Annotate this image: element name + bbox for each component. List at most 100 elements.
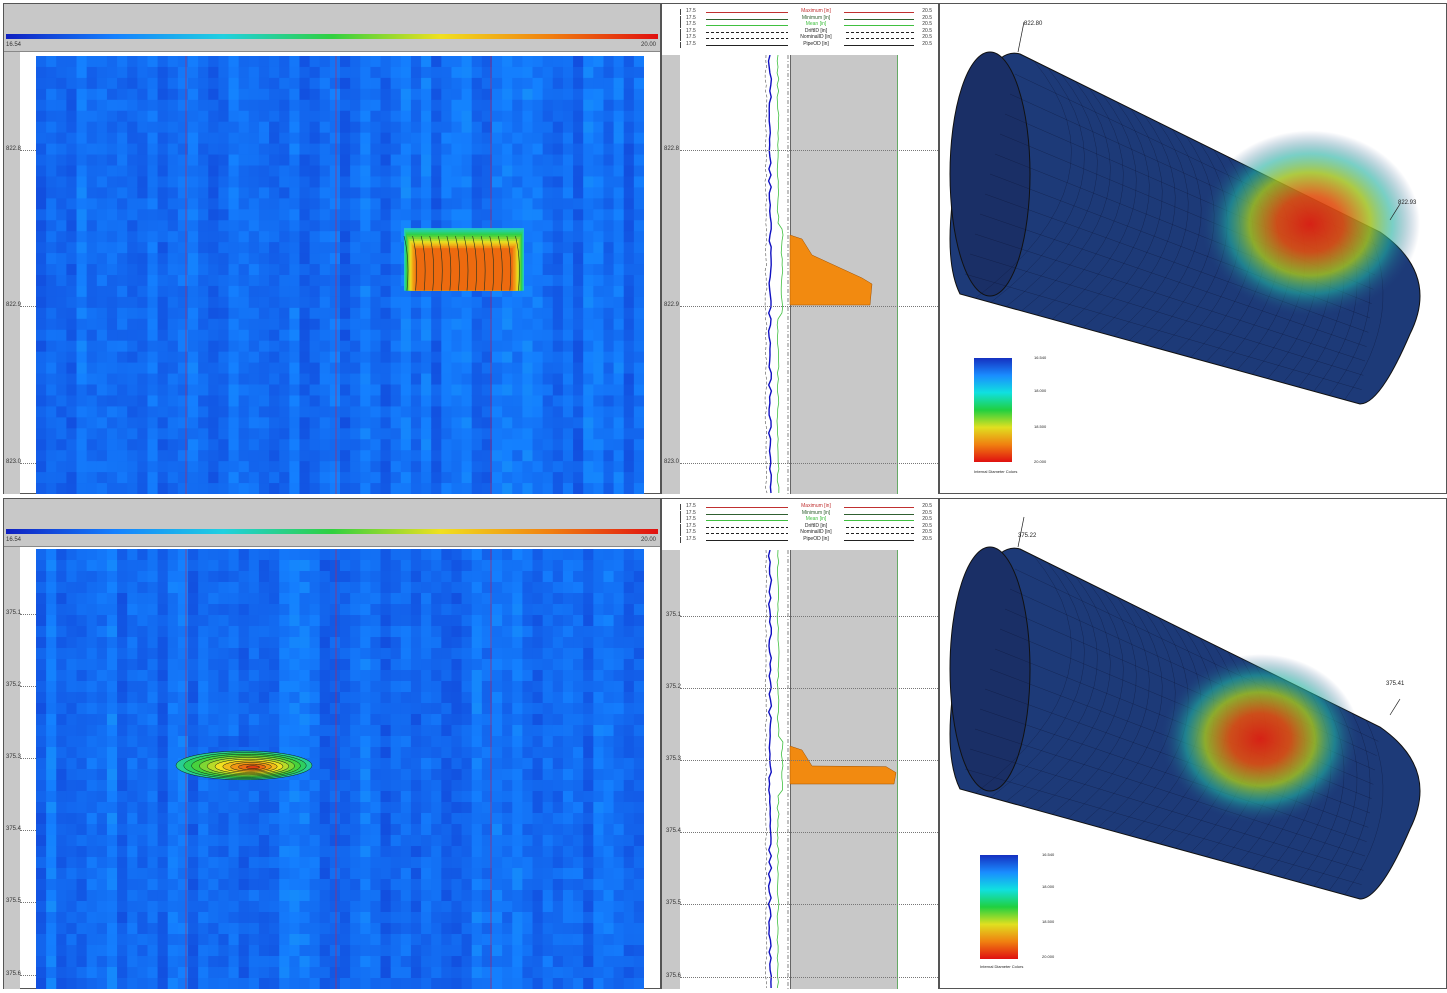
heatmap-cell [158,747,169,759]
heatmap-cell [512,758,523,770]
heatmap-cell [178,582,189,594]
heatmap-cell [289,308,300,320]
heatmap-cell [603,330,614,342]
heatmap-cell [360,978,371,989]
heatmap-cell [279,923,290,935]
heatmap-cell [370,461,381,473]
heatmap-cell [421,439,432,451]
heatmap-cell [502,912,513,924]
heatmap-cell [137,670,148,682]
heatmap-cell [573,692,584,704]
heatmap-cell [522,319,533,331]
heatmap-cell [117,187,128,199]
heatmap-cell [370,231,381,243]
heatmap-cell [107,166,118,178]
heatmap-cell [239,571,250,583]
heatmap-cell [66,56,77,68]
heatmap-cell [421,166,432,178]
heatmap-cell [411,56,422,68]
heatmap-cell [289,725,300,737]
heatmap-cell [512,978,523,989]
heatmap-cell [391,879,402,891]
heatmap-cell [299,912,310,924]
heatmap-cell [634,176,644,188]
heatmap-cell [46,648,57,660]
heatmap-cell [97,978,108,989]
heatmap-cell [158,549,169,561]
heatmap-cell [472,176,483,188]
heatmap-cell [603,758,614,770]
heatmap-cell [310,253,321,265]
heatmap-cell [208,67,219,79]
heatmap-cell [624,923,635,935]
heatmap-cell [624,725,635,737]
heatmap-cell [178,78,189,90]
heatmap-cell [178,111,189,123]
heatmap-cell [66,111,77,123]
heatmap-cell [401,813,412,825]
heatmap-cell [310,406,321,418]
heatmap-cell [360,615,371,627]
heatmap-cell [391,923,402,935]
heatmap-cell [624,395,635,407]
heatmap-cell [229,56,240,68]
heatmap-cell [553,923,564,935]
heatmap-cell [563,692,574,704]
heatmap-cell [492,417,503,429]
heatmap-cell [77,582,88,594]
heatmap-cell [198,681,209,693]
heatmap-cell [593,560,604,572]
heatmap-cell [573,319,584,331]
heatmap-cell [593,956,604,968]
heatmap-cell [543,967,554,979]
heatmap-cell [583,648,594,660]
heatmap-cell [411,155,422,167]
heatmap-cell [320,560,331,572]
heatmap-cell [522,890,533,902]
heatmap-cell [543,450,554,462]
heatmap-cell [553,714,564,726]
heatmap-cell [553,122,564,134]
heatmap-cell [603,242,614,254]
heatmap-cell [421,144,432,156]
heatmap-cell [370,978,381,989]
heatmap-cell [239,593,250,605]
heatmap-cell [553,956,564,968]
heatmap-cell [421,428,432,440]
heatmap-cell [239,780,250,792]
heatmap-cell [451,89,462,101]
heatmap-cell [249,122,260,134]
heatmap-cell [168,122,179,134]
heatmap-cell [178,395,189,407]
heatmap-cell [330,670,341,682]
heatmap-cell [533,450,544,462]
heatmap-cell [543,319,554,331]
heatmap-cell [36,802,47,814]
heatmap-cell [603,901,614,913]
heatmap-cell [634,967,644,979]
heatmap-cell [87,483,98,494]
heatmap-cell [310,879,321,891]
heatmap-cell [593,231,604,243]
heatmap-cell [381,846,392,858]
heatmap-cell [36,835,47,847]
heatmap-cell [127,758,138,770]
heatmap-cell [391,187,402,199]
heatmap-cell [391,308,402,320]
heatmap-cell [330,901,341,913]
heatmap-cell [56,176,67,188]
heatmap-cell [441,901,452,913]
heatmap-cell [137,868,148,880]
heatmap-cell [198,813,209,825]
heatmap-cell [97,352,108,364]
heatmap-cell [259,846,270,858]
heatmap-cell [543,637,554,649]
heatmap-cell [370,835,381,847]
heatmap-cell [431,604,442,616]
heatmap-cell [208,923,219,935]
heatmap-cell [229,187,240,199]
heatmap-cell [563,100,574,112]
heatmap-cell [36,385,47,397]
heatmap-cell [401,363,412,375]
heatmap-cell [492,209,503,221]
